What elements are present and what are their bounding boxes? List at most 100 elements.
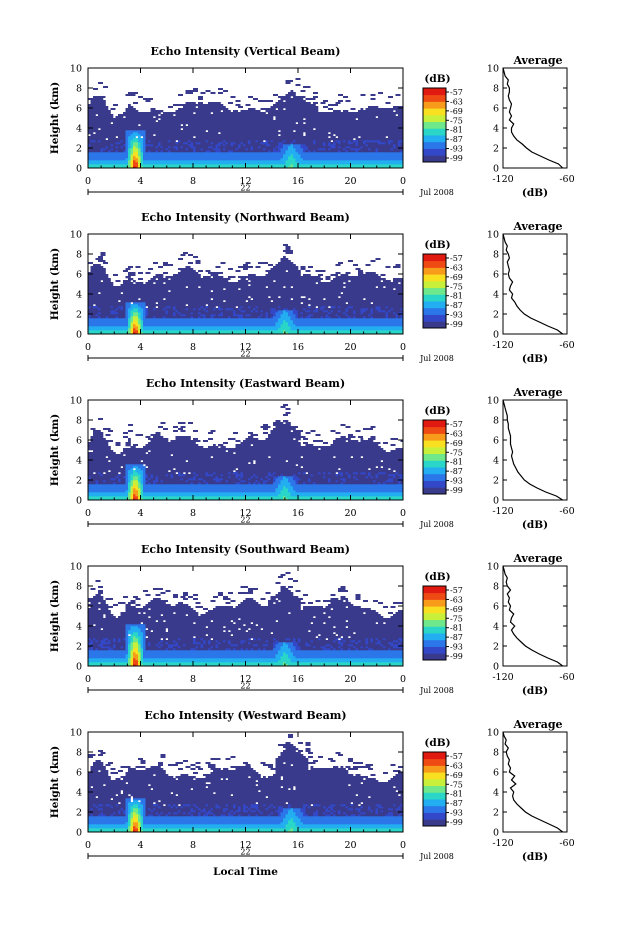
average-y-tick-label: 8 bbox=[493, 250, 499, 261]
colorbar-swatch bbox=[423, 758, 446, 766]
colorbar-tick-label: -99 bbox=[450, 154, 463, 163]
average-title: Average bbox=[512, 386, 562, 399]
x-tick-label: 8 bbox=[190, 342, 196, 353]
colorbar-tick-label: -69 bbox=[450, 439, 463, 448]
colorbar-tick-label: -87 bbox=[450, 633, 463, 642]
colorbar-tick-label: -81 bbox=[450, 126, 463, 135]
y-tick-label: 6 bbox=[76, 602, 82, 613]
y-tick-label: 10 bbox=[70, 396, 82, 407]
colorbar-tick-label: -75 bbox=[450, 614, 463, 623]
colorbar-tick-label: -93 bbox=[450, 145, 463, 154]
colorbar-tick-label: -99 bbox=[450, 486, 463, 495]
y-tick-label: 2 bbox=[76, 808, 82, 819]
colorbar-frame bbox=[422, 751, 447, 827]
x-tick-label: 0 bbox=[400, 176, 406, 187]
colorbar-tick-label: -93 bbox=[450, 643, 463, 652]
average-y-tick-label: 10 bbox=[487, 64, 499, 75]
colorbar-swatch bbox=[423, 619, 446, 627]
x-tick-label: 12 bbox=[239, 508, 251, 519]
colorbar-swatch bbox=[423, 467, 446, 475]
colorbar-tick-label: -69 bbox=[450, 771, 463, 780]
day-label: 22 bbox=[240, 848, 250, 857]
colorbar-tick-label: -57 bbox=[450, 586, 463, 595]
panel-title: Echo Intensity (Eastward Beam) bbox=[146, 377, 345, 390]
heatmap-cells bbox=[88, 404, 403, 500]
x-tick-label: 0 bbox=[85, 342, 91, 353]
y-tick-label: 8 bbox=[76, 416, 82, 427]
average-profile-line bbox=[502, 731, 564, 833]
x-tick-label: 8 bbox=[190, 176, 196, 187]
colorbar-tick-label: -69 bbox=[450, 107, 463, 116]
colorbar-swatch bbox=[423, 420, 446, 428]
average-y-tick-label: 0 bbox=[493, 828, 499, 839]
x-tick-label: 16 bbox=[292, 176, 304, 187]
average-frame bbox=[502, 233, 568, 335]
colorbar-swatch bbox=[423, 586, 446, 594]
average-x-tick-label: -120 bbox=[492, 506, 513, 517]
y-tick-label: 0 bbox=[76, 164, 82, 175]
colorbar-swatch bbox=[423, 765, 446, 773]
colorbar-tick-label: -63 bbox=[450, 595, 463, 604]
colorbar-swatch bbox=[423, 592, 446, 600]
colorbar-label: (dB) bbox=[424, 405, 450, 417]
colorbar-swatch bbox=[423, 135, 446, 143]
colorbar-swatch bbox=[423, 646, 446, 654]
average-y-tick-label: 0 bbox=[493, 330, 499, 341]
x-tick-label: 4 bbox=[137, 342, 143, 353]
x-tick-label: 0 bbox=[400, 508, 406, 519]
colorbar-swatch bbox=[423, 148, 446, 156]
y-axis-label: Height (km) bbox=[49, 746, 61, 818]
y-tick-label: 10 bbox=[70, 562, 82, 573]
average-y-tick-label: 8 bbox=[493, 582, 499, 593]
x-tick-label: 20 bbox=[344, 840, 356, 851]
colorbar-swatch bbox=[423, 446, 446, 455]
colorbar-label: (dB) bbox=[424, 73, 450, 85]
colorbar-tick-label: -63 bbox=[450, 761, 463, 770]
colorbar-swatch bbox=[423, 639, 446, 647]
panel-title: Echo Intensity (Northward Beam) bbox=[141, 211, 350, 224]
y-tick-label: 2 bbox=[76, 642, 82, 653]
heatmap-cells bbox=[88, 572, 403, 666]
panel-1: Echo Intensity (Vertical Beam)0 4 8 12 16 20 0… bbox=[49, 45, 575, 199]
average-profile-line bbox=[502, 67, 564, 169]
day-label: 22 bbox=[240, 516, 250, 525]
y-tick-label: 0 bbox=[76, 662, 82, 673]
colorbar-frame bbox=[422, 253, 447, 329]
panel-title: Echo Intensity (Southward Beam) bbox=[141, 543, 350, 556]
colorbar-swatch bbox=[423, 141, 446, 149]
colorbar-tick-label: -81 bbox=[450, 292, 463, 301]
colorbar-swatch bbox=[423, 294, 446, 302]
colorbar-tick-label: -57 bbox=[450, 254, 463, 263]
colorbar-tick-label: -99 bbox=[450, 320, 463, 329]
colorbar-tick-label: -93 bbox=[450, 311, 463, 320]
day-label: 22 bbox=[240, 184, 250, 193]
average-x-label: (dB) bbox=[522, 353, 548, 365]
y-tick-label: 4 bbox=[76, 124, 82, 135]
colorbar-tick-label: -87 bbox=[450, 799, 463, 808]
x-tick-label: 16 bbox=[292, 674, 304, 685]
x-tick-label: 8 bbox=[190, 674, 196, 685]
colorbar-label: (dB) bbox=[424, 239, 450, 251]
date-label: Jul 2008 bbox=[419, 520, 454, 529]
y-tick-label: 10 bbox=[70, 230, 82, 241]
average-x-label: (dB) bbox=[522, 519, 548, 531]
colorbar-swatch bbox=[423, 487, 446, 495]
average-y-tick-label: 4 bbox=[493, 124, 499, 135]
x-tick-label: 20 bbox=[344, 176, 356, 187]
average-y-tick-label: 10 bbox=[487, 562, 499, 573]
colorbar-swatch bbox=[423, 778, 446, 787]
colorbar-tick-label: -93 bbox=[450, 809, 463, 818]
x-tick-label: 20 bbox=[344, 674, 356, 685]
colorbar-swatch bbox=[423, 772, 446, 780]
colorbar-swatch bbox=[423, 101, 446, 109]
colorbar-swatch bbox=[423, 480, 446, 488]
x-tick-label: 12 bbox=[239, 342, 251, 353]
y-tick-label: 4 bbox=[76, 290, 82, 301]
y-tick-label: 6 bbox=[76, 768, 82, 779]
y-tick-label: 8 bbox=[76, 84, 82, 95]
average-y-tick-label: 0 bbox=[493, 662, 499, 673]
colorbar-tick-label: -87 bbox=[450, 467, 463, 476]
y-tick-label: 2 bbox=[76, 310, 82, 321]
colorbar-tick-label: -57 bbox=[450, 88, 463, 97]
colorbar-frame bbox=[422, 585, 447, 661]
